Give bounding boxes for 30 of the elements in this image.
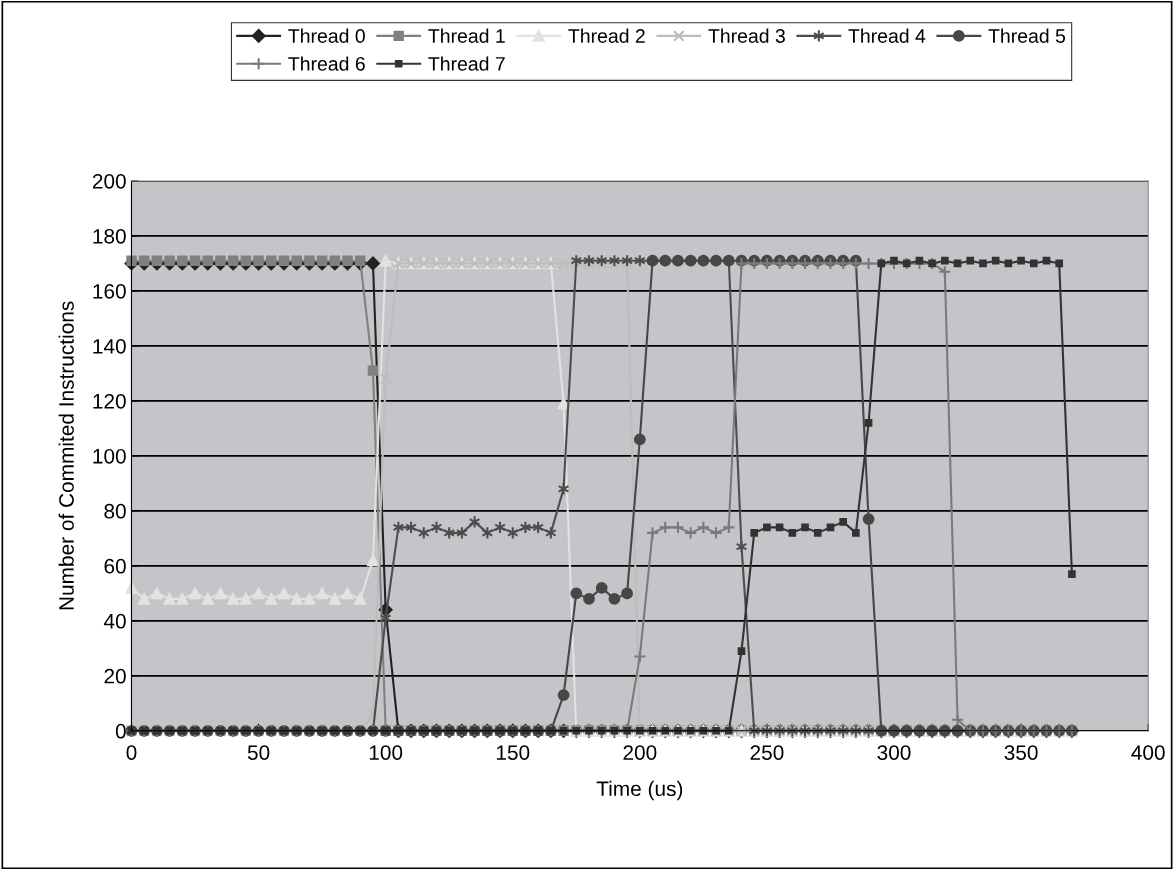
x-tick-label: 0 (126, 745, 137, 760)
y-axis-title: Number of Commited Instructions (58, 301, 74, 610)
x-axis-title: Time (us) (596, 780, 683, 801)
x-tick-label: 150 (496, 745, 530, 760)
y-tick-label: 0 (115, 723, 126, 739)
y-tick-label: 140 (93, 338, 126, 354)
legend-label: Thread 6 (288, 56, 365, 71)
x-tick-label: 250 (750, 745, 784, 760)
legend-label: Thread 4 (848, 28, 926, 43)
x-tick-label: 50 (247, 745, 270, 760)
y-tick-label: 200 (92, 173, 126, 189)
x-tick-label: 300 (877, 745, 911, 760)
y-tick-label: 100 (93, 448, 126, 464)
y-tick-label: 120 (93, 393, 126, 409)
y-tick-label: 20 (104, 668, 126, 684)
legend-label: Thread 2 (568, 28, 645, 43)
y-tick-label: 180 (93, 228, 126, 244)
x-tick-label: 200 (623, 745, 657, 760)
x-tick-label: 400 (1131, 745, 1165, 760)
y-tick-label: 160 (93, 283, 126, 299)
y-tick-label: 40 (103, 613, 126, 629)
legend-label: Thread 0 (288, 28, 365, 43)
legend-label: Thread 5 (988, 28, 1066, 43)
y-tick-label: 80 (104, 503, 126, 519)
y-tick-label: 60 (104, 558, 126, 574)
legend-label: Thread 1 (428, 28, 505, 43)
x-tick-label: 350 (1004, 745, 1038, 760)
x-tick-label: 100 (369, 745, 403, 760)
legend-label: Thread 7 (428, 56, 505, 71)
legend-label: Thread 3 (708, 28, 785, 43)
